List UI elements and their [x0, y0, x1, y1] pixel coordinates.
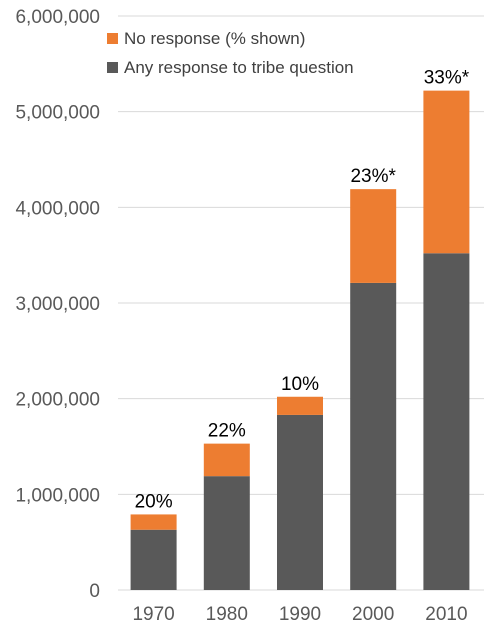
data-label-1970: 20%: [135, 491, 173, 512]
bar-2010-no-response: [423, 90, 470, 254]
data-labels: 20% 22% 10% 23%* 33%*: [135, 68, 470, 513]
data-label-2000: 23%*: [350, 166, 396, 187]
x-tick-label: 2010: [425, 604, 467, 625]
y-tick-label: 6,000,000: [15, 7, 100, 28]
bar-2000-response: [350, 282, 397, 590]
x-axis-tick-labels: 1970 1980 1990 2000 2010: [132, 604, 467, 625]
y-tick-label: 5,000,000: [15, 103, 100, 124]
bar-1980-no-response: [203, 443, 250, 477]
x-tick-label: 1970: [132, 604, 174, 625]
x-tick-label: 1990: [279, 604, 321, 625]
bar-1980-response: [203, 476, 250, 590]
bar-1970-response: [130, 529, 177, 590]
y-tick-label: 3,000,000: [15, 294, 100, 315]
bar-1990-no-response: [277, 396, 323, 415]
x-tick-label: 1980: [206, 604, 248, 625]
legend: No response (% shown) Any response to tri…: [107, 29, 354, 77]
legend-swatch: [107, 33, 118, 44]
data-label-1990: 10%: [281, 374, 319, 395]
bar-1970-no-response: [130, 514, 177, 530]
y-tick-label: 0: [89, 581, 100, 602]
legend-swatch: [107, 62, 118, 73]
legend-label: Any response to tribe question: [124, 58, 354, 77]
bar-2000-no-response: [350, 189, 397, 283]
x-tick-label: 2000: [352, 604, 394, 625]
legend-label: No response (% shown): [124, 29, 305, 48]
bar-1990-response: [277, 414, 323, 590]
y-tick-label: 4,000,000: [15, 198, 100, 219]
y-axis-tick-labels: 0 1,000,000 2,000,000 3,000,000 4,000,000 5,0…: [15, 7, 100, 602]
data-label-1980: 22%: [208, 421, 246, 442]
data-label-2010: 33%*: [424, 68, 470, 89]
bar-2010-response: [423, 253, 470, 590]
y-tick-label: 2,000,000: [15, 390, 100, 411]
y-tick-label: 1,000,000: [15, 485, 100, 506]
bars: [130, 90, 470, 590]
